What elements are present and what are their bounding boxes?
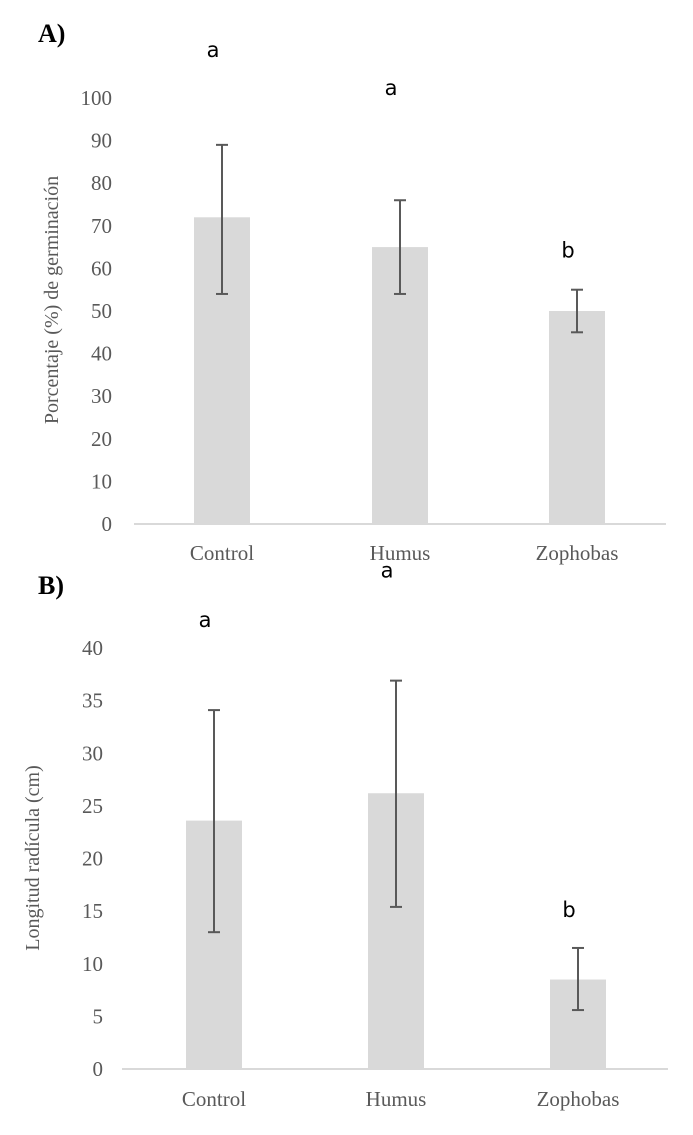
x-tick-label: Humus <box>370 541 431 565</box>
y-tick-label: 5 <box>93 1004 104 1028</box>
y-tick-label: 0 <box>102 512 113 536</box>
significance-letter: a <box>381 559 394 583</box>
y-tick-label: 15 <box>82 899 103 923</box>
chart-a-germination: A) Porcentaje (%) de germinación 0 10 20 30… <box>38 19 666 565</box>
bar-zophobas <box>549 311 605 524</box>
x-tick-label: Control <box>182 1087 246 1111</box>
y-tick-label: 30 <box>91 384 112 408</box>
panel-label-a: A) <box>38 19 65 48</box>
y-tick-label: 0 <box>93 1057 104 1081</box>
y-tick-label: 50 <box>91 299 112 323</box>
y-axis-title-a: Porcentaje (%) de germinación <box>41 176 63 424</box>
chart-b-root-length: B) Longitud radícula (cm) 0 5 10 15 20 25 30 35… <box>22 559 668 1111</box>
panel-label-b: B) <box>38 571 64 600</box>
significance-letter: b <box>562 898 575 922</box>
y-axis-title-b: Longitud radícula (cm) <box>22 765 44 951</box>
significance-letter: a <box>207 38 220 62</box>
y-tick-label: 90 <box>91 129 112 153</box>
y-tick-label: 10 <box>82 952 103 976</box>
y-tick-label: 20 <box>91 427 112 451</box>
y-tick-label: 60 <box>91 256 112 280</box>
x-tick-label: Humus <box>366 1087 427 1111</box>
y-tick-label: 10 <box>91 469 112 493</box>
x-tick-label: Control <box>190 541 254 565</box>
y-tick-label: 40 <box>82 636 103 660</box>
y-tick-label: 35 <box>82 689 103 713</box>
x-tick-label: Zophobas <box>536 541 619 565</box>
y-tick-label: 80 <box>91 171 112 195</box>
y-tick-label: 25 <box>82 794 103 818</box>
y-tick-label: 40 <box>91 342 112 366</box>
y-tick-label: 30 <box>82 741 103 765</box>
y-tick-label: 100 <box>81 86 113 110</box>
x-tick-label: Zophobas <box>537 1087 620 1111</box>
significance-letter: a <box>385 76 398 100</box>
significance-letter: b <box>561 239 574 263</box>
y-tick-label: 70 <box>91 214 112 238</box>
significance-letter: a <box>199 608 212 632</box>
y-tick-label: 20 <box>82 847 103 871</box>
